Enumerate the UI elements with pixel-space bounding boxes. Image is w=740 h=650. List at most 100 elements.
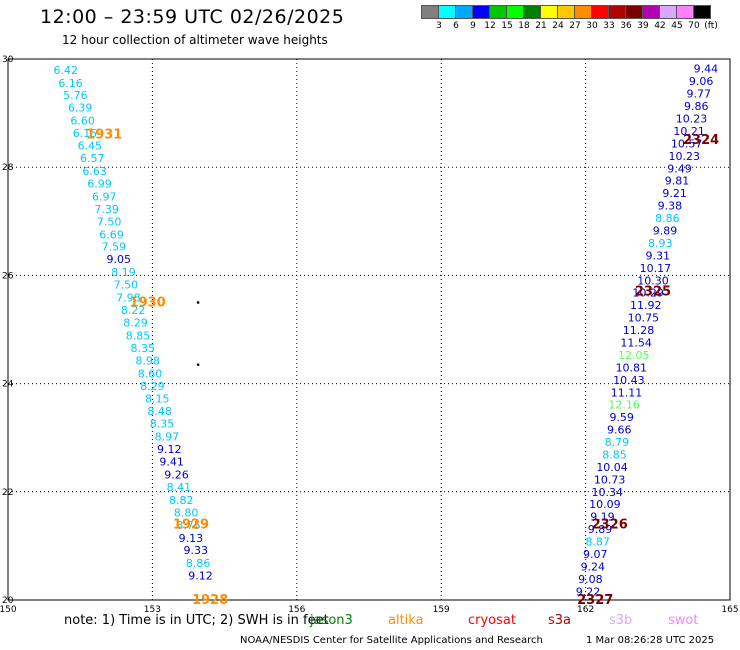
swh-value: 8.86 bbox=[186, 557, 211, 570]
swh-value: 10.09 bbox=[589, 498, 621, 511]
pass-label: 2327 bbox=[577, 593, 613, 608]
swh-value: 9.44 bbox=[694, 63, 719, 76]
colorbar-label: 12 bbox=[484, 21, 496, 31]
colorbar-labels: 3 6 9 12 15 18 21 24 27 30 33 36 39 42 45 70 (ft) bbox=[421, 21, 740, 33]
swh-value: 10.30 bbox=[637, 274, 669, 287]
swh-value: 10.21 bbox=[673, 125, 705, 138]
swh-value: 7.50 bbox=[114, 279, 139, 292]
swh-value: 5.76 bbox=[63, 89, 88, 102]
swh-value: 6.42 bbox=[54, 64, 79, 77]
swh-value: 9.06 bbox=[689, 75, 714, 88]
swh-value: 11.11 bbox=[611, 386, 643, 399]
swh-value: 9.89 bbox=[588, 523, 613, 536]
swh-value: 8.60 bbox=[138, 367, 163, 380]
swh-value: 8.86 bbox=[655, 212, 680, 225]
swh-value: 9.77 bbox=[686, 88, 711, 101]
swh-value: 10.73 bbox=[594, 473, 626, 486]
swh-value: 6.16 bbox=[58, 77, 83, 90]
swh-value: 8.41 bbox=[167, 481, 192, 494]
swh-value: 7.98 bbox=[116, 292, 141, 305]
x-tick-label: 150 bbox=[0, 605, 17, 615]
pass-label: 2325 bbox=[635, 285, 671, 300]
colorbar-label: 21 bbox=[535, 21, 547, 31]
y-tick-label: 26 bbox=[2, 271, 14, 281]
swh-value: 7.59 bbox=[102, 241, 127, 254]
swh-value: 8.79 bbox=[605, 436, 630, 449]
x-tick-label: 156 bbox=[288, 605, 305, 615]
data-point bbox=[196, 301, 200, 304]
colorbar-label: 6 bbox=[453, 21, 459, 31]
y-tick-label: 20 bbox=[2, 596, 14, 606]
colorbar-label: 39 bbox=[637, 21, 649, 31]
colorbar-label: 45 bbox=[671, 21, 683, 31]
colorbar-label: 9 bbox=[470, 21, 476, 31]
swh-value: 9.22 bbox=[576, 585, 601, 598]
y-tick-label: 30 bbox=[2, 55, 14, 65]
satellite-swot: swot bbox=[668, 613, 699, 628]
swh-value: 8.97 bbox=[155, 431, 180, 444]
data-point bbox=[196, 363, 200, 366]
swh-value: 10.81 bbox=[616, 361, 648, 374]
colorbar-label: 18 bbox=[518, 21, 530, 31]
swh-value: 6.39 bbox=[68, 102, 93, 115]
credit-text: NOAA/NESDIS Center for Satellite Applica… bbox=[240, 635, 543, 646]
swh-value: 9.05 bbox=[106, 253, 131, 266]
satellite-jason3: jason3 bbox=[310, 613, 353, 628]
swh-value: 9.13 bbox=[179, 532, 204, 545]
swh-value: 7.39 bbox=[94, 203, 119, 216]
x-tick-label: 165 bbox=[721, 605, 738, 615]
swh-value: 11.54 bbox=[620, 336, 652, 349]
pass-label: 2324 bbox=[683, 133, 719, 148]
pass-label: 1928 bbox=[192, 593, 228, 608]
swh-value: 9.21 bbox=[662, 187, 687, 200]
colorbar-label: (ft) bbox=[704, 21, 718, 31]
generated-timestamp: 1 Mar 08:26:28 UTC 2025 bbox=[586, 635, 715, 646]
colorbar-label: 33 bbox=[603, 21, 615, 31]
swh-value: 6.15 bbox=[73, 127, 98, 140]
y-tick-label: 24 bbox=[2, 380, 14, 390]
swh-value: 9.31 bbox=[646, 249, 671, 262]
swh-value: 6.63 bbox=[82, 165, 107, 178]
swh-value: 10.17 bbox=[640, 262, 672, 275]
swh-value: 9.66 bbox=[607, 424, 632, 437]
swh-value: 10.43 bbox=[613, 374, 645, 387]
chart-subtitle: 12 hour collection of altimeter wave hei… bbox=[62, 33, 328, 47]
colorbar-label: 24 bbox=[552, 21, 564, 31]
y-tick-label: 22 bbox=[2, 488, 13, 498]
swh-value: 9.24 bbox=[581, 560, 606, 573]
swh-value: 8.80 bbox=[174, 506, 199, 519]
swh-value: 8.87 bbox=[585, 536, 610, 549]
satellite-s3a: s3a bbox=[548, 613, 572, 628]
plot-frame bbox=[7, 58, 731, 601]
swh-value: 6.69 bbox=[99, 228, 124, 241]
swh-value: 8.15 bbox=[145, 393, 170, 406]
swh-value: 10.34 bbox=[592, 486, 624, 499]
swh-value: 8.19 bbox=[111, 266, 136, 279]
x-tick-label: 159 bbox=[433, 605, 450, 615]
swh-value: 9.07 bbox=[583, 548, 608, 561]
colorbar-label: 30 bbox=[586, 21, 598, 31]
satellite-s3b: s3b bbox=[609, 613, 633, 628]
swh-value: 9.41 bbox=[159, 456, 184, 469]
pass-label: 1931 bbox=[86, 128, 122, 143]
swh-value: 8.22 bbox=[121, 304, 146, 317]
satellite-legend: jason3 altika cryosat s3a s3b swot bbox=[300, 613, 740, 631]
pass-label: 1929 bbox=[173, 517, 209, 532]
swh-value: 8.85 bbox=[602, 448, 627, 461]
x-tick-label: 153 bbox=[144, 605, 161, 615]
footer-note: note: 1) Time is in UTC; 2) SWH is in fe… bbox=[64, 613, 329, 628]
swh-value: 8.75 bbox=[176, 519, 201, 532]
x-tick-label: 162 bbox=[577, 605, 594, 615]
swh-value: 8.48 bbox=[147, 405, 172, 418]
swh-value: 9.89 bbox=[653, 224, 678, 237]
swh-value: 8.29 bbox=[140, 380, 165, 393]
swh-value: 12.16 bbox=[608, 399, 640, 412]
swh-value: 10.04 bbox=[596, 461, 628, 474]
swh-value: 10.75 bbox=[628, 312, 660, 325]
chart-title: 12:00 – 23:59 UTC 02/26/2025 bbox=[40, 6, 345, 28]
colorbar-label: 15 bbox=[501, 21, 513, 31]
swh-value: 9.26 bbox=[164, 468, 189, 481]
swh-value: 6.97 bbox=[92, 190, 117, 203]
swh-value: 6.57 bbox=[80, 152, 105, 165]
